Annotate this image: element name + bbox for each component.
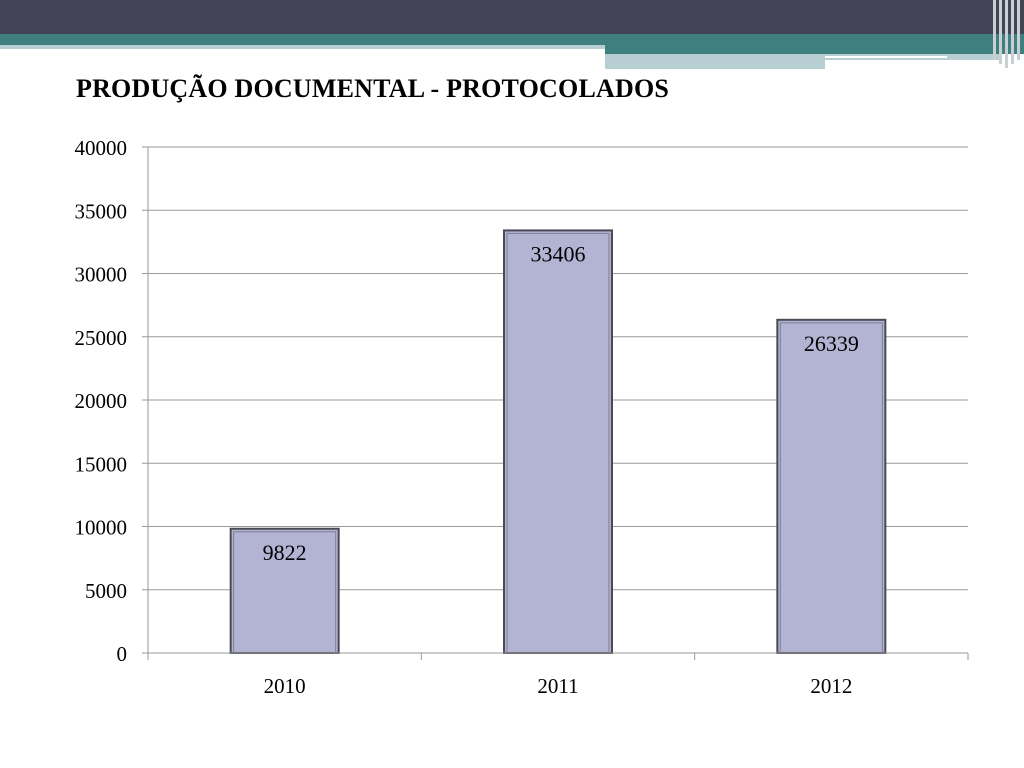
x-tick-label: 2010 [264,674,306,698]
banner-teal-band [0,34,1024,45]
banner-white-line [825,56,947,58]
bar [503,229,613,655]
x-tick-label: 2012 [810,674,852,698]
y-tick-label: 40000 [75,136,128,160]
bar [776,318,887,654]
bar-chart: 0 5000 10000 15000 20000 25000 30000 35000 40000… [75,136,969,698]
corner-stripe [1011,0,1014,64]
labels: 0 5000 10000 15000 20000 25000 30000 35000 40000… [75,136,859,698]
x-tick-label: 2011 [537,674,578,698]
y-tick-label: 15000 [75,452,128,476]
y-tick-label: 20000 [75,389,128,413]
banner-teal-step [605,45,1024,54]
y-tick-label: 5000 [85,579,127,603]
header-banner [0,0,1024,69]
corner-stripe [1017,0,1020,60]
banner-corner-stripes [993,0,1020,68]
y-tick-label: 30000 [75,263,128,287]
banner-light-step [605,54,1000,60]
y-tick-label: 10000 [75,516,128,540]
banner-light-band [0,45,605,49]
y-tick-label: 25000 [75,326,128,350]
axes [142,146,969,660]
bar [229,527,340,655]
slide-title: PRODUÇÃO DOCUMENTAL - PROTOCOLADOS [76,74,670,103]
y-tick-label: 0 [117,642,128,666]
banner-light-step-lower [605,60,825,69]
bar-data-label: 9822 [263,540,307,565]
corner-stripe [1005,0,1008,68]
banner-dark-band [0,0,1024,34]
bar-data-label: 33406 [531,241,586,266]
corner-stripe [993,0,996,60]
corner-stripe [999,0,1002,64]
bars [229,229,887,655]
y-tick-label: 35000 [75,199,128,223]
bar-data-label: 26339 [804,331,859,356]
